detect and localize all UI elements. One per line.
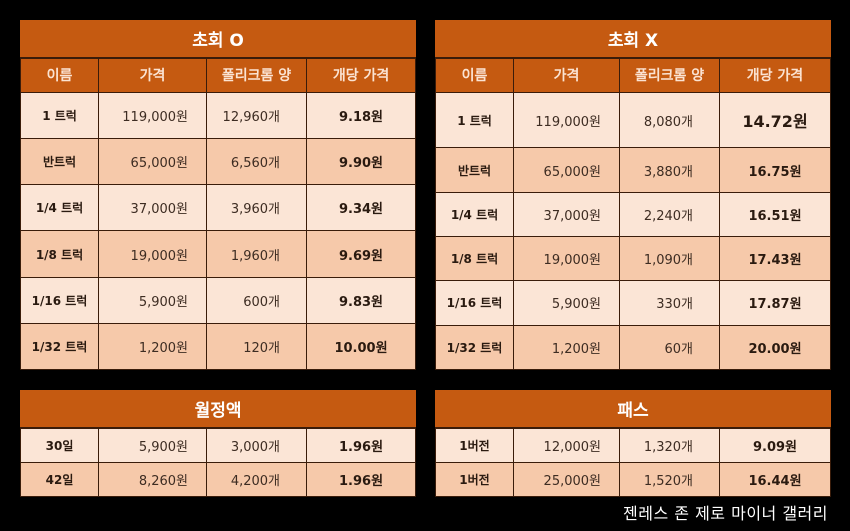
no-first-purchase-bonus-table: 초회 X 이름 가격 폴리크롬 양 개당 가격 1 트럭 119,000원 8,…: [435, 20, 831, 371]
cell-price: 19,000원: [98, 230, 207, 278]
cell-qty: 330개: [619, 280, 720, 326]
cell-unit-price: 20.00원: [719, 324, 831, 371]
table-row: 1/4 트럭 37,000원 3,960개 9.34원: [20, 184, 417, 232]
cell-qty: 3,960개: [206, 184, 307, 232]
header-name: 이름: [435, 57, 514, 93]
cell-qty: 60개: [619, 324, 720, 371]
cell-name: 1버전: [435, 461, 514, 498]
table-row: 1/32 트럭 1,200원 60개 20.00원: [435, 324, 831, 371]
cell-price: 5,900원: [98, 276, 207, 324]
cell-unit-price: 10.00원: [305, 322, 417, 371]
cell-name: 1/32 트럭: [435, 324, 514, 371]
header-unit-price: 개당 가격: [305, 57, 417, 93]
cell-name: 1/16 트럭: [20, 276, 99, 324]
cell-unit-price: 16.75원: [719, 147, 831, 193]
cell-name: 반트럭: [20, 138, 99, 186]
table-row: 30일 5,900원 3,000개 1.96원: [20, 427, 417, 463]
cell-qty: 6,560개: [206, 138, 307, 186]
table-row: 1버전 25,000원 1,520개 16.44원: [435, 461, 832, 498]
cell-price: 1,200원: [98, 322, 207, 371]
cell-name: 30일: [20, 427, 99, 463]
cell-price: 65,000원: [513, 147, 620, 193]
gallery-caption: 젠레스 존 제로 마이너 갤러리: [623, 504, 828, 523]
cell-unit-price: 9.09원: [718, 427, 832, 463]
table-row: 1/8 트럭 19,000원 1,090개 17.43원: [435, 236, 831, 282]
header-name: 이름: [20, 57, 99, 93]
cell-unit-price: 16.44원: [718, 461, 832, 498]
cell-price: 25,000원: [513, 461, 620, 498]
cell-price: 19,000원: [513, 236, 620, 282]
cell-name: 반트럭: [435, 147, 514, 193]
cell-qty: 8,080개: [619, 91, 720, 149]
cell-price: 65,000원: [98, 138, 207, 186]
header-polychrome: 폴리크롬 양: [206, 57, 307, 93]
cell-qty: 4,200개: [206, 461, 307, 498]
cell-qty: 1,320개: [619, 427, 720, 463]
table-row: 1버전 12,000원 1,320개 9.09원: [435, 427, 832, 463]
cell-price: 12,000원: [513, 427, 620, 463]
header-price: 가격: [513, 57, 620, 93]
cell-qty: 1,960개: [206, 230, 307, 278]
cell-name: 1/8 트럭: [20, 230, 99, 278]
cell-qty: 3,880개: [619, 147, 720, 193]
cell-price: 1,200원: [513, 324, 620, 371]
cell-price: 8,260원: [98, 461, 207, 498]
cell-name: 1버전: [435, 427, 514, 463]
cell-name: 42일: [20, 461, 99, 498]
header-unit-price: 개당 가격: [719, 57, 831, 93]
cell-name: 1/4 트럭: [20, 184, 99, 232]
table-title: 패스: [434, 390, 832, 429]
cell-unit-price: 9.90원: [305, 138, 417, 186]
cell-unit-price: 9.83원: [305, 276, 417, 324]
cell-qty: 12,960개: [206, 91, 307, 140]
table-row: 1 트럭 119,000원 8,080개 14.72원: [435, 91, 831, 149]
cell-unit-price: 9.18원: [305, 91, 417, 140]
table-row: 반트럭 65,000원 6,560개 9.90원: [20, 138, 417, 186]
cell-unit-price: 1.96원: [305, 461, 417, 498]
table-title: 초회 O: [19, 20, 417, 59]
table-row: 반트럭 65,000원 3,880개 16.75원: [435, 147, 831, 193]
header-price: 가격: [98, 57, 207, 93]
cell-price: 37,000원: [513, 191, 620, 238]
cell-name: 1/8 트럭: [435, 236, 514, 282]
table-title: 월정액: [19, 390, 417, 429]
cell-name: 1/32 트럭: [20, 322, 99, 371]
cell-name: 1/4 트럭: [435, 191, 514, 238]
cell-qty: 3,000개: [206, 427, 307, 463]
cell-price: 119,000원: [98, 91, 207, 140]
cell-unit-price: 14.72원: [719, 91, 831, 149]
cell-unit-price: 9.34원: [305, 184, 417, 232]
cell-qty: 120개: [206, 322, 307, 371]
monthly-pass-table: 월정액 30일 5,900원 3,000개 1.96원 42일 8,260원 4…: [19, 390, 417, 498]
cell-unit-price: 17.43원: [719, 236, 831, 282]
cell-price: 5,900원: [513, 280, 620, 326]
cell-unit-price: 16.51원: [719, 191, 831, 238]
cell-qty: 1,090개: [619, 236, 720, 282]
table-row: 1/16 트럭 5,900원 600개 9.83원: [20, 276, 417, 324]
cell-price: 5,900원: [98, 427, 207, 463]
cell-name: 1 트럭: [435, 91, 514, 149]
header-polychrome: 폴리크롬 양: [619, 57, 720, 93]
cell-qty: 600개: [206, 276, 307, 324]
table-row: 1/4 트럭 37,000원 2,240개 16.51원: [435, 191, 831, 238]
first-purchase-bonus-table: 초회 O 이름 가격 폴리크롬 양 개당 가격 1 트럭 119,000원 12…: [19, 20, 417, 371]
cell-price: 37,000원: [98, 184, 207, 232]
cell-unit-price: 17.87원: [719, 280, 831, 326]
cell-unit-price: 1.96원: [305, 427, 417, 463]
cell-name: 1/16 트럭: [435, 280, 514, 326]
cell-price: 119,000원: [513, 91, 620, 149]
table-row: 1 트럭 119,000원 12,960개 9.18원: [20, 91, 417, 140]
cell-qty: 2,240개: [619, 191, 720, 238]
table-row: 1/8 트럭 19,000원 1,960개 9.69원: [20, 230, 417, 278]
cell-qty: 1,520개: [619, 461, 720, 498]
table-row: 1/32 트럭 1,200원 120개 10.00원: [20, 322, 417, 371]
table-row: 42일 8,260원 4,200개 1.96원: [20, 461, 417, 498]
battle-pass-table: 패스 1버전 12,000원 1,320개 9.09원 1버전 25,000원 …: [434, 390, 832, 498]
table-row: 1/16 트럭 5,900원 330개 17.87원: [435, 280, 831, 326]
cell-unit-price: 9.69원: [305, 230, 417, 278]
cell-name: 1 트럭: [20, 91, 99, 140]
table-title: 초회 X: [435, 20, 831, 59]
